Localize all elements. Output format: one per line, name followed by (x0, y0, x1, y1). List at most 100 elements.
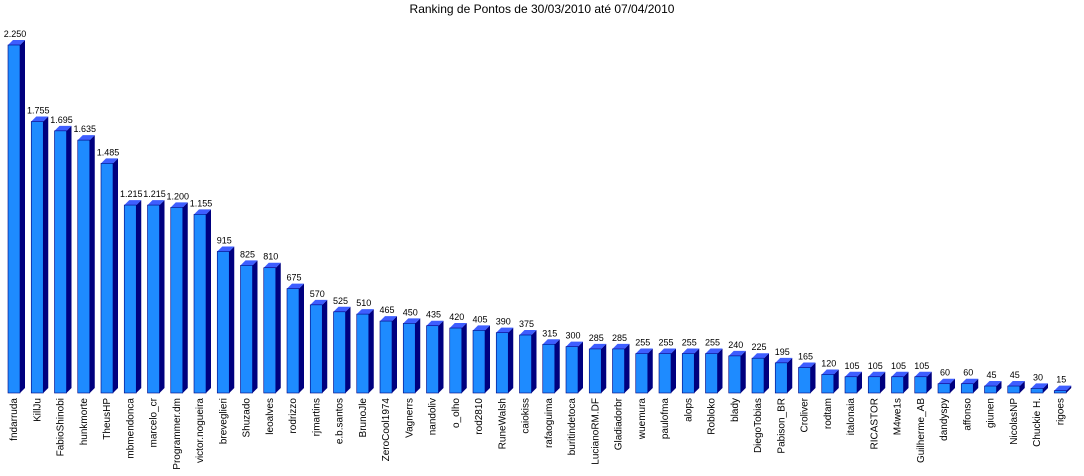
category-label: dandyspy (939, 398, 950, 441)
value-label: 570 (310, 289, 325, 299)
value-label: 255 (658, 338, 673, 348)
bar-top (752, 353, 769, 359)
value-label: 915 (217, 235, 232, 245)
category-label: rodtam (823, 398, 834, 429)
bar-front (123, 204, 137, 394)
bar-front (77, 139, 91, 394)
bar-side (415, 318, 421, 393)
bar-top (705, 348, 723, 354)
bar (263, 262, 281, 394)
value-label: 675 (286, 273, 301, 283)
category-label: Gladiadorbr (614, 397, 625, 450)
category-label: alops (683, 398, 694, 422)
bar (798, 362, 816, 394)
value-label: 435 (426, 310, 441, 320)
value-label: 1.215 (120, 189, 143, 199)
bar-front (1030, 388, 1044, 394)
bar-side (1043, 383, 1048, 393)
category-label: rod2810 (474, 398, 485, 435)
bar-front (658, 353, 672, 394)
bar-top (310, 299, 328, 305)
bar-front (821, 374, 835, 394)
value-label: 465 (379, 305, 394, 315)
bar-side (159, 200, 165, 393)
bar (774, 357, 793, 394)
bar-top (380, 316, 397, 322)
category-label: Shuzado (242, 398, 253, 438)
bar-front (30, 121, 44, 394)
bar-front (495, 332, 509, 394)
category-label: victor.nogueira (195, 398, 206, 463)
bar-front (426, 325, 439, 394)
bar-front (100, 163, 114, 394)
value-label: 105 (868, 361, 883, 371)
bar-front (170, 207, 184, 394)
bar-front (681, 353, 695, 394)
bar-top (519, 330, 537, 335)
value-label: 255 (705, 338, 720, 348)
bar-front (356, 313, 370, 394)
category-label: Vagnerrs (404, 398, 415, 438)
bar (937, 378, 955, 394)
bar-top (147, 200, 165, 206)
category-label: RuneWalsh (497, 398, 508, 449)
bar (612, 343, 630, 394)
category-label: marcelo_cr (149, 397, 160, 447)
bar-top (682, 348, 700, 354)
bar-top (1007, 381, 1025, 387)
value-label: 255 (682, 338, 697, 348)
bar-front (960, 383, 974, 394)
bar-side (880, 371, 886, 393)
category-label: FabioShinobi (56, 398, 67, 456)
bar-top (217, 246, 235, 252)
bar-side (764, 353, 769, 393)
bar-side (950, 378, 955, 393)
bar-front (193, 214, 207, 394)
bar-front (751, 357, 765, 394)
bar-front (7, 44, 21, 394)
bar-side (531, 330, 537, 393)
bar-front (263, 267, 277, 394)
bar-front (449, 327, 463, 394)
bar-side (299, 283, 304, 393)
bar-side (740, 350, 746, 393)
bar (1007, 381, 1025, 394)
bar-side (252, 260, 258, 393)
bar-top (240, 260, 258, 266)
bar-front (216, 251, 230, 394)
bar-side (89, 135, 95, 393)
bar-side (671, 348, 676, 393)
bar-top (566, 341, 583, 347)
category-labels-group: fndarruda KillJu FabioShinobi hunkmorte Theu… (9, 397, 1066, 469)
bar-side (136, 200, 142, 393)
bar-side (508, 327, 514, 393)
category-label: caiokiss (521, 398, 532, 434)
bar-side (694, 348, 700, 393)
bar-top (891, 371, 909, 377)
bar-front (240, 265, 253, 394)
bar-front (1053, 390, 1067, 394)
bar-front (984, 385, 997, 394)
bar-front (402, 323, 416, 394)
bar-top (914, 371, 932, 377)
category-label: giunen (986, 398, 997, 428)
category-label: Pabison_BR (776, 398, 787, 454)
bar (123, 200, 142, 394)
bar-front (519, 334, 532, 394)
category-label: RICASTOR (869, 398, 880, 450)
bar-top (426, 320, 444, 326)
bar (821, 369, 839, 394)
value-label: 285 (589, 333, 604, 343)
bar (147, 200, 165, 394)
value-label: 1.635 (73, 124, 96, 134)
bar (565, 341, 583, 394)
bar-top (1031, 383, 1048, 389)
category-label: nandoliv (428, 398, 439, 435)
bar-side (43, 116, 49, 393)
bar-top (194, 209, 211, 215)
bar-top (659, 348, 676, 354)
bar-front (565, 346, 579, 394)
bar-side (1066, 385, 1072, 393)
bar-side (322, 299, 328, 393)
